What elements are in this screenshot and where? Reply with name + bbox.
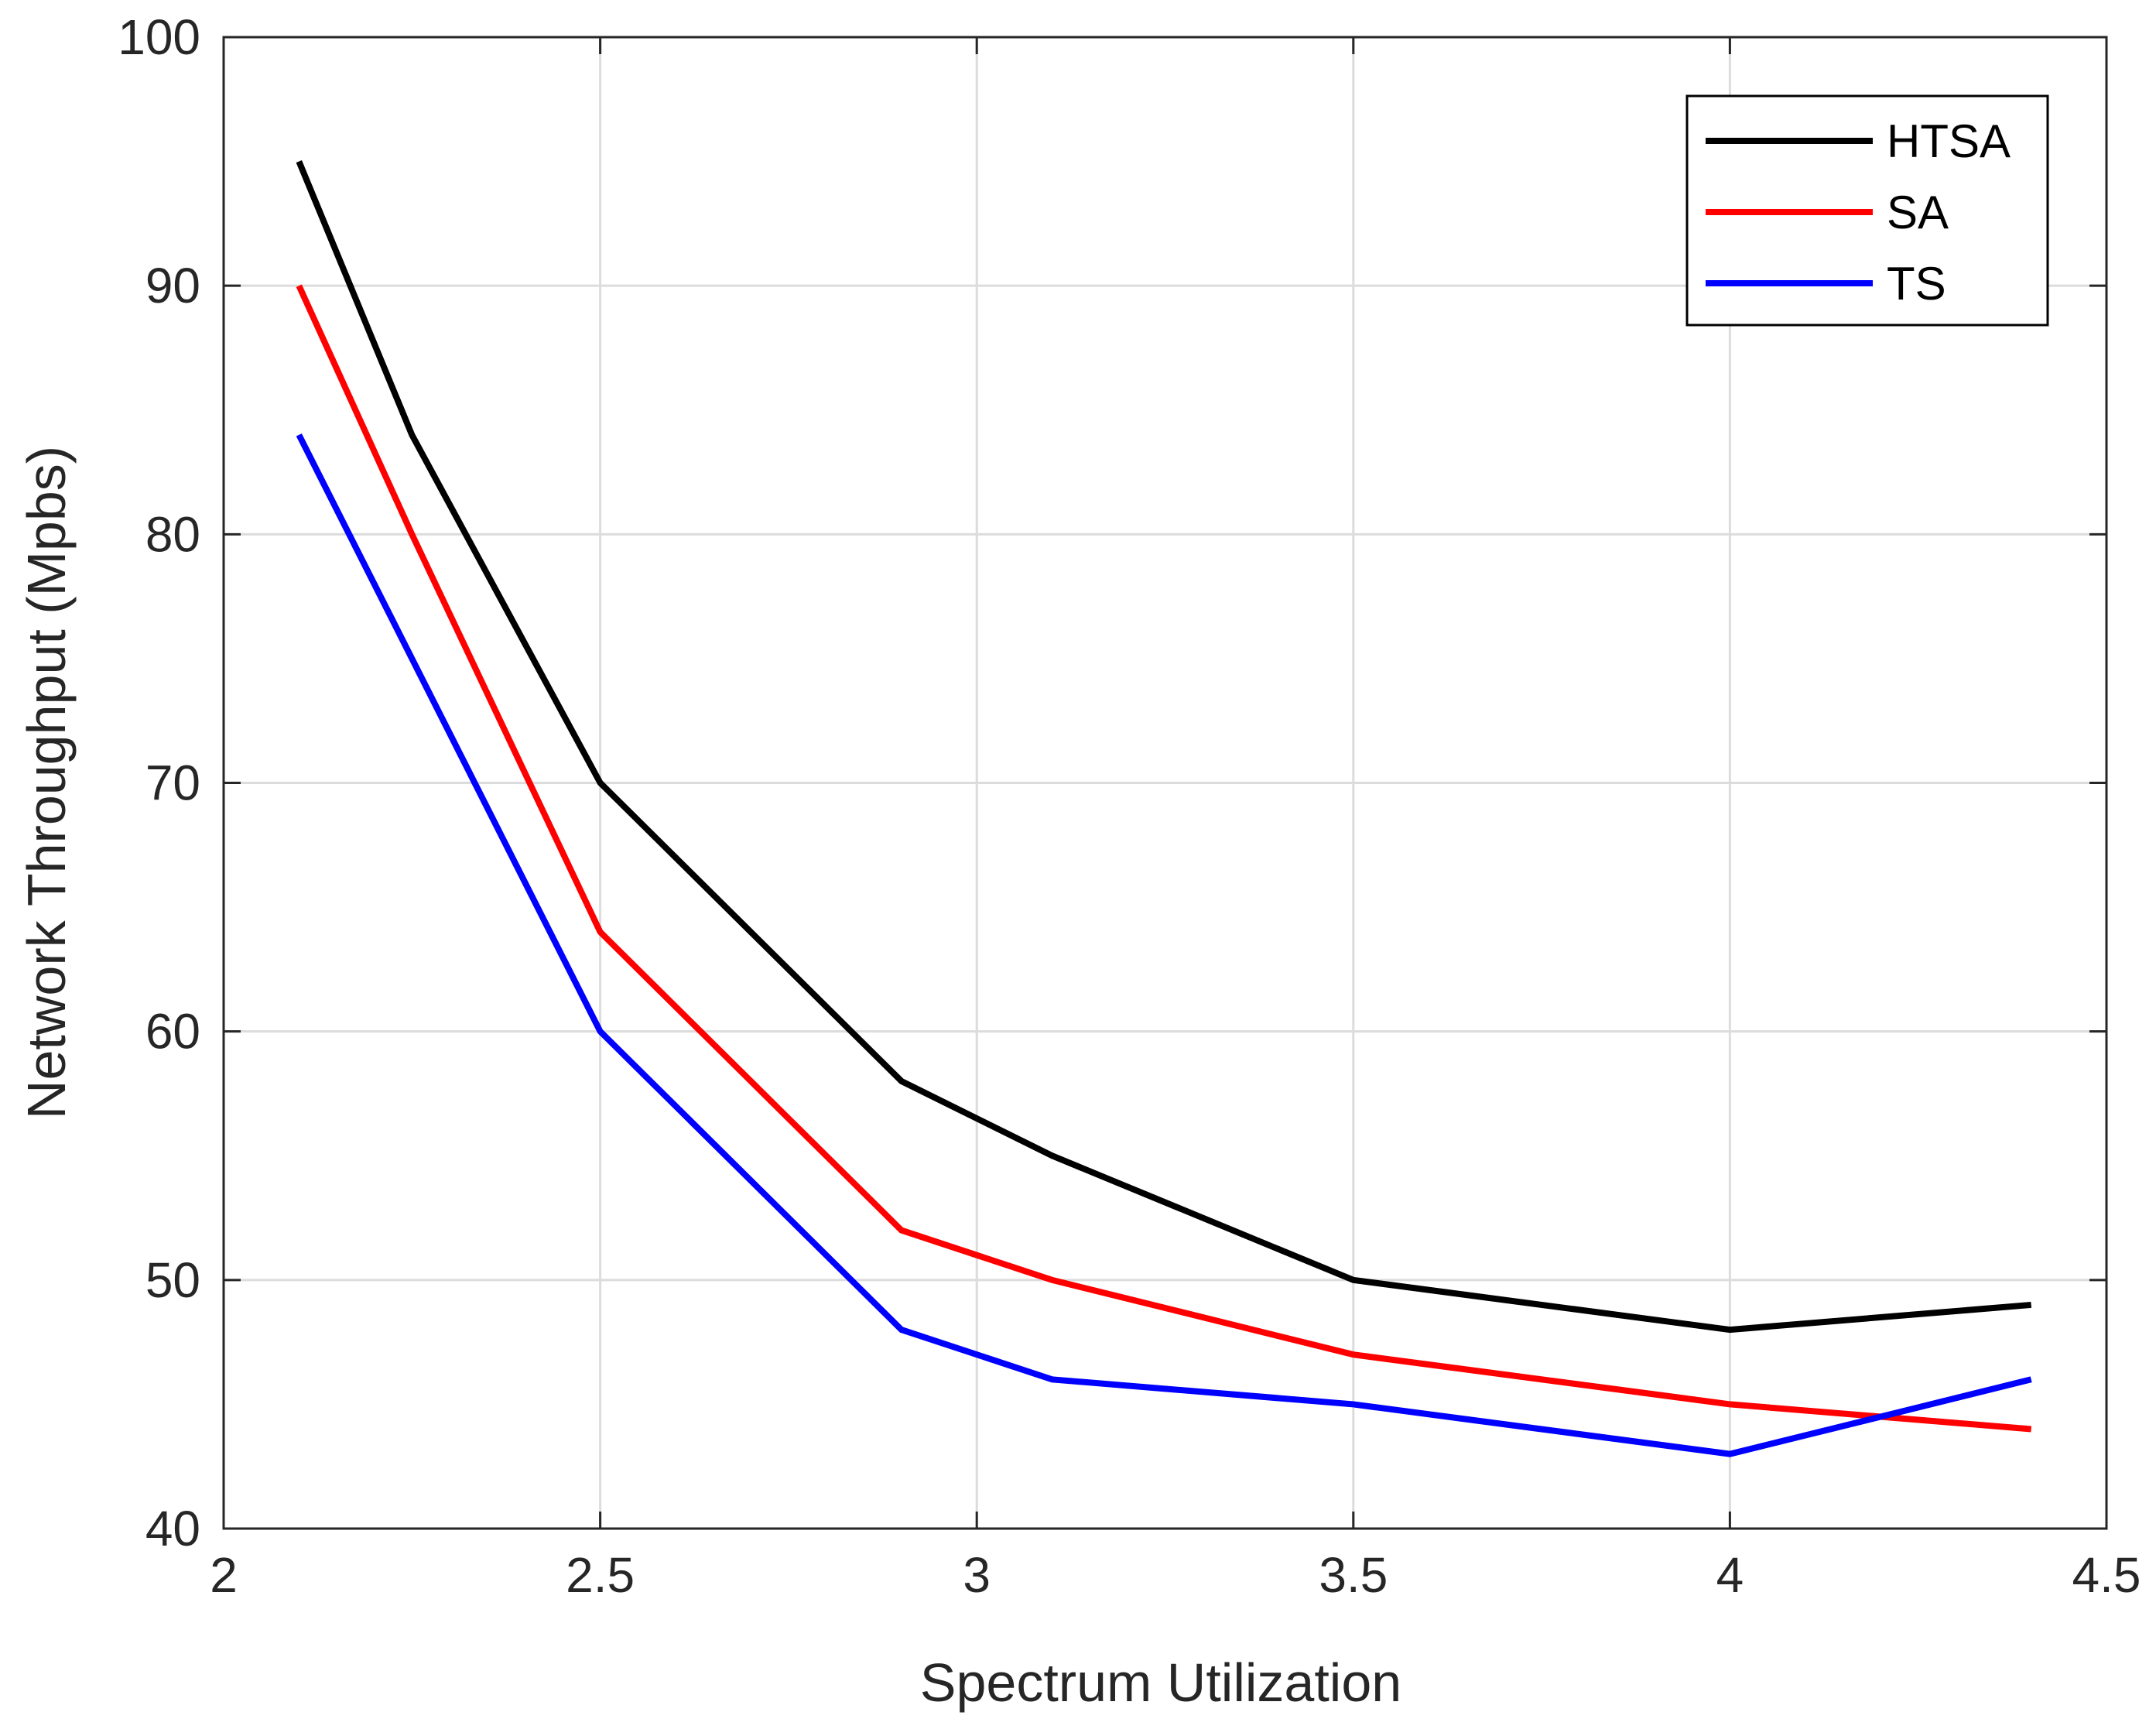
x-tick-label: 4.5: [2072, 1547, 2141, 1603]
series-line-htsa: [296, 160, 2032, 1334]
y-tick-label: 90: [145, 258, 200, 313]
y-tick-label: 60: [145, 1004, 200, 1060]
y-tick-label: 40: [145, 1501, 200, 1556]
legend-label-htsa: HTSA: [1887, 115, 2011, 167]
x-tick-label: 4: [1716, 1547, 1744, 1603]
y-tick-label: 50: [145, 1252, 200, 1308]
legend-label-sa: SA: [1887, 187, 1949, 238]
x-tick-label: 3.5: [1319, 1547, 1388, 1603]
y-tick-label: 70: [145, 755, 200, 811]
series-line-ts: [296, 433, 2032, 1457]
x-tick-label: 3: [963, 1547, 991, 1603]
tick-labels: 2 2.5 3 3.5 4 4.5 40 50 60 70 80 90 100: [118, 9, 2141, 1603]
y-tick-label: 100: [118, 9, 200, 65]
x-axis-title: Spectrum Utilization: [920, 1652, 1401, 1713]
series-lines: [296, 160, 2032, 1457]
axes-box: [222, 36, 2108, 1530]
axes: [222, 36, 2108, 1530]
x-tick-label: 2: [210, 1547, 238, 1603]
x-tick-label: 2.5: [566, 1547, 635, 1603]
y-axis-title: Network Throughput (Mpbs): [16, 446, 77, 1119]
legend-label-ts: TS: [1887, 258, 1946, 310]
y-tick-label: 80: [145, 506, 200, 562]
series-line-sa: [296, 284, 2032, 1433]
legend: HTSA SA TS: [1685, 94, 2049, 327]
